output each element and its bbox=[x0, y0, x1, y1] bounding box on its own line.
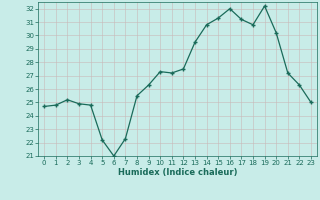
X-axis label: Humidex (Indice chaleur): Humidex (Indice chaleur) bbox=[118, 168, 237, 177]
